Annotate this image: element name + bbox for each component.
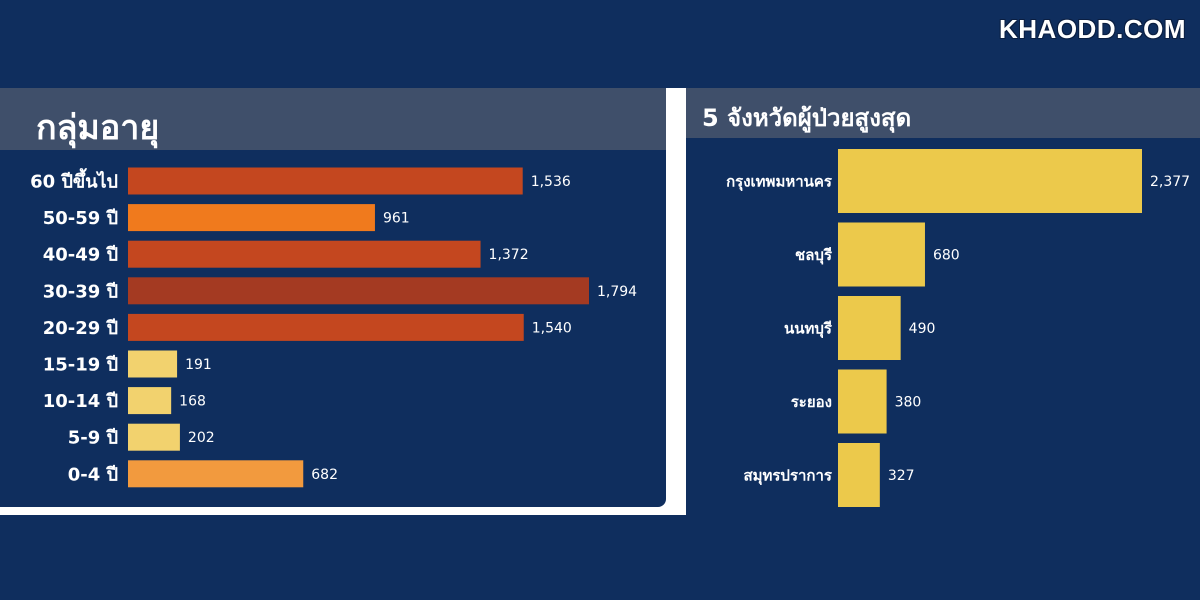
bar bbox=[128, 240, 481, 268]
category-label: นนทบุรี bbox=[784, 319, 833, 338]
category-label: สมุทรปราการ bbox=[743, 466, 832, 485]
category-label: 30-39 ปี bbox=[43, 281, 118, 302]
category-label: กรุงเทพมหานคร bbox=[726, 172, 833, 191]
category-label: 15-19 ปี bbox=[43, 354, 118, 375]
value-label: 490 bbox=[909, 321, 936, 337]
bar bbox=[128, 350, 178, 378]
panel-divider bbox=[666, 88, 686, 515]
category-label: 5-9 ปี bbox=[68, 428, 118, 449]
value-label: 1,794 bbox=[597, 284, 637, 300]
bar bbox=[128, 313, 524, 341]
value-label: 2,377 bbox=[1150, 174, 1190, 190]
category-label: 60 ปีขึ้นไป bbox=[30, 167, 118, 192]
value-label: 961 bbox=[383, 211, 410, 227]
value-label: 680 bbox=[933, 248, 960, 264]
value-label: 202 bbox=[188, 430, 215, 446]
province-header: 5 จังหวัดผู้ป่วยสูงสุด bbox=[686, 88, 1200, 138]
category-label: 10-14 ปี bbox=[43, 391, 118, 412]
province-chart: กรุงเทพมหานคร 2,377 ชลบุรี 680 นนทบุรี 490 ระย… bbox=[726, 149, 1190, 507]
age-group-header: กลุ่มอายุ bbox=[0, 88, 666, 150]
bar bbox=[838, 296, 901, 360]
age-group-title: กลุ่มอายุ bbox=[36, 108, 160, 148]
value-label: 380 bbox=[895, 395, 922, 411]
bar bbox=[128, 460, 304, 488]
category-label: ชลบุรี bbox=[795, 246, 833, 265]
bar bbox=[128, 204, 375, 232]
value-label: 682 bbox=[311, 467, 338, 483]
bar bbox=[838, 443, 880, 507]
bar bbox=[128, 387, 172, 415]
age-group-chart-area: 60 ปีขึ้นไป 1,536 50-59 ปี 961 40-49 ปี 1,372… bbox=[0, 150, 666, 507]
value-label: 1,540 bbox=[532, 320, 572, 336]
bar bbox=[838, 149, 1142, 213]
value-label: 1,372 bbox=[489, 247, 529, 263]
province-title: 5 จังหวัดผู้ป่วยสูงสุด bbox=[702, 104, 912, 132]
category-label: 20-29 ปี bbox=[43, 318, 118, 339]
bar bbox=[838, 369, 887, 434]
bar bbox=[128, 167, 523, 195]
province-panel: 5 จังหวัดผู้ป่วยสูงสุด กรุงเทพมหานคร 2,37… bbox=[686, 88, 1200, 525]
category-label: 40-49 ปี bbox=[43, 245, 118, 266]
age-group-panel: กลุ่มอายุ 60 ปีขึ้นไป 1,536 50-59 ปี 961 40-… bbox=[0, 88, 672, 515]
value-label: 1,536 bbox=[531, 174, 571, 190]
bar bbox=[128, 277, 589, 305]
category-label: 0-4 ปี bbox=[68, 464, 118, 485]
value-label: 168 bbox=[179, 394, 206, 410]
age-group-chart: 60 ปีขึ้นไป 1,536 50-59 ปี 961 40-49 ปี 1,372… bbox=[30, 167, 637, 488]
bar bbox=[128, 423, 180, 451]
bar bbox=[838, 222, 925, 287]
value-label: 327 bbox=[888, 468, 915, 484]
category-label: 50-59 ปี bbox=[43, 208, 118, 229]
site-watermark: KHAODD.COM bbox=[999, 14, 1186, 44]
value-label: 191 bbox=[185, 357, 212, 373]
category-label: ระยอง bbox=[791, 393, 832, 411]
